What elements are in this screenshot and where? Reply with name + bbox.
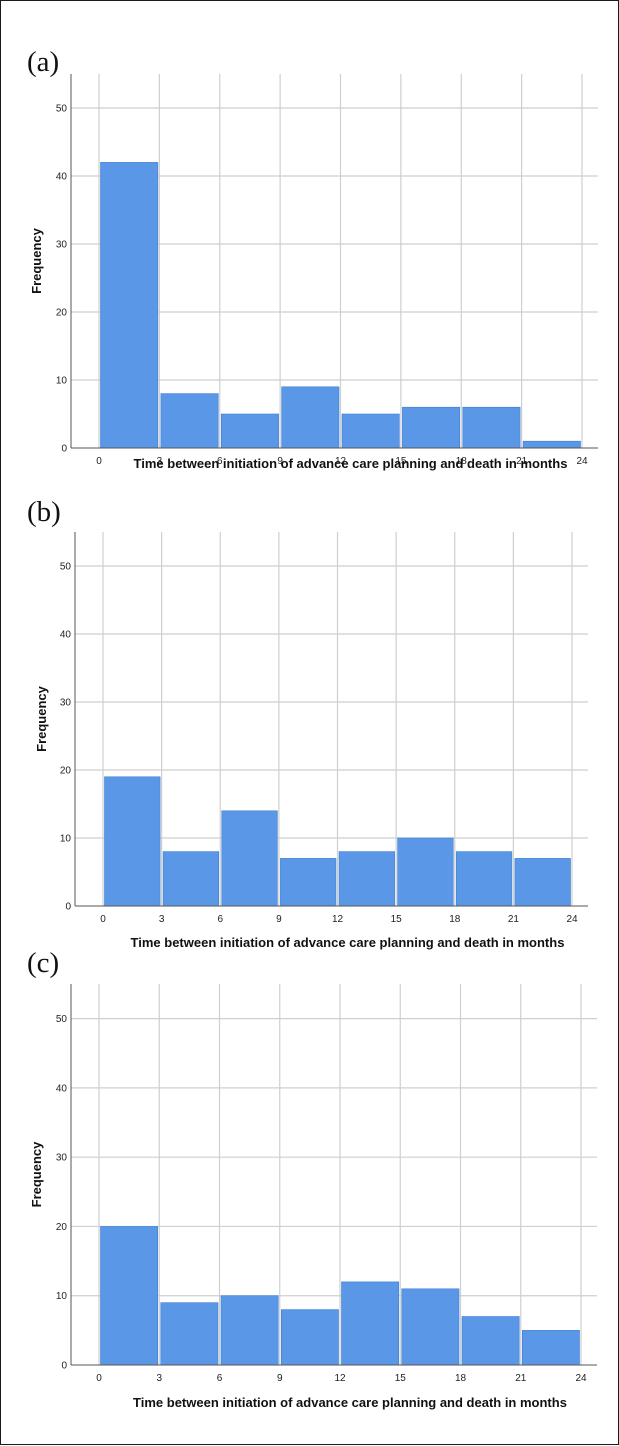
bar-c-3 [220,1295,279,1366]
bar-c-4 [280,1309,339,1366]
x-tick-label-a-21: 21 [516,456,528,467]
histogram-panel-b: (b) 0 3 6 9 12 15 18 21 24 0 10 20 30 40 50 Time betwee… [1,1,619,981]
x-tick-label-a-18: 18 [456,456,468,467]
x-tick-label-a-24: 24 [576,456,588,467]
x-tick-label-c-15: 15 [395,1373,407,1384]
bar-b-8 [514,858,571,907]
x-tick-label-a-9: 9 [277,456,283,467]
x-tick-label-b-12: 12 [332,914,344,925]
panel-label-a: (a) [27,46,60,78]
x-tick-label-c-6: 6 [217,1373,223,1384]
y-axis-title-b: Frequency [34,685,49,752]
y-tick-label-c-50: 50 [56,1014,68,1025]
y-tick-label-a-40: 40 [56,172,68,183]
bar-c-8 [521,1330,580,1366]
x-tick-label-c-18: 18 [455,1373,467,1384]
x-axis-title-b: Time between initiation of advance care … [131,935,565,950]
bar-a-4 [281,386,340,449]
y-tick-label-b-10: 10 [60,834,72,845]
y-tick-label-a-50: 50 [56,104,68,115]
x-tick-label-a-0: 0 [96,456,102,467]
x-tick-label-b-24: 24 [566,914,578,925]
x-tick-label-b-21: 21 [508,914,520,925]
y-tick-label-c-20: 20 [56,1222,68,1233]
histogram-a: 0 3 6 9 12 15 18 21 24 0 10 20 30 40 50 Time between in… [29,74,598,471]
histogram-panel-a: (a) 0 3 6 9 12 15 18 21 24 0 10 20 30 40 50 Time betwee… [1,1,619,501]
bar-a-2 [160,393,219,449]
bar-c-6 [401,1288,460,1366]
x-tick-label-b-18: 18 [449,914,461,925]
bar-b-5 [338,851,395,907]
y-axis-title-a: Frequency [29,227,44,294]
bar-c-7 [461,1316,520,1366]
x-tick-label-c-9: 9 [277,1373,283,1384]
x-tick-label-c-21: 21 [515,1373,527,1384]
x-tick-label-c-3: 3 [156,1373,162,1384]
y-tick-label-b-40: 40 [60,630,72,641]
x-tick-label-a-12: 12 [335,456,347,467]
x-tick-label-a-3: 3 [157,456,163,467]
bar-a-7 [462,406,521,449]
bar-a-5 [341,413,400,449]
x-tick-label-b-15: 15 [391,914,403,925]
y-tick-label-c-30: 30 [56,1153,68,1164]
bar-b-2 [162,851,220,907]
plot-area-b [75,532,588,906]
x-tick-label-c-12: 12 [334,1373,346,1384]
bar-b-3 [221,810,278,907]
bar-b-6 [397,837,454,907]
y-tick-label-a-0: 0 [61,444,67,455]
y-tick-label-b-30: 30 [60,698,72,709]
bar-c-5 [341,1281,400,1366]
bar-a-3 [220,413,279,449]
y-tick-label-b-20: 20 [60,766,72,777]
bar-c-2 [160,1302,219,1366]
x-tick-label-b-3: 3 [159,914,165,925]
bar-b-7 [455,851,513,907]
y-tick-label-c-40: 40 [56,1083,68,1094]
y-tick-label-a-30: 30 [56,240,68,251]
bar-a-1 [100,162,159,449]
x-tick-label-b-6: 6 [217,914,223,925]
x-tick-label-a-15: 15 [395,456,407,467]
y-tick-label-c-10: 10 [56,1291,68,1302]
panel-label-b: (b) [27,496,61,528]
bar-b-1 [104,776,161,907]
x-tick-label-c-0: 0 [96,1373,102,1384]
histogram-b: 0 3 6 9 12 15 18 21 24 0 10 20 30 40 50 Time between in… [34,532,588,950]
bar-c-1 [100,1226,159,1366]
x-tick-label-b-0: 0 [100,914,106,925]
y-axis-title-c: Frequency [29,1141,44,1208]
x-tick-label-c-24: 24 [575,1373,587,1384]
y-tick-label-b-50: 50 [60,562,72,573]
bar-b-4 [280,858,337,907]
y-tick-label-c-0: 0 [61,1361,67,1372]
x-tick-label-a-6: 6 [217,456,223,467]
x-axis-title-c: Time between initiation of advance care … [133,1395,567,1410]
x-tick-label-b-9: 9 [276,914,282,925]
panel-label-c: (c) [27,947,60,979]
x-axis-title-a: Time between initiation of advance care … [134,456,568,471]
y-tick-label-b-0: 0 [65,902,71,913]
y-tick-label-a-20: 20 [56,308,68,319]
y-tick-label-a-10: 10 [56,376,68,387]
